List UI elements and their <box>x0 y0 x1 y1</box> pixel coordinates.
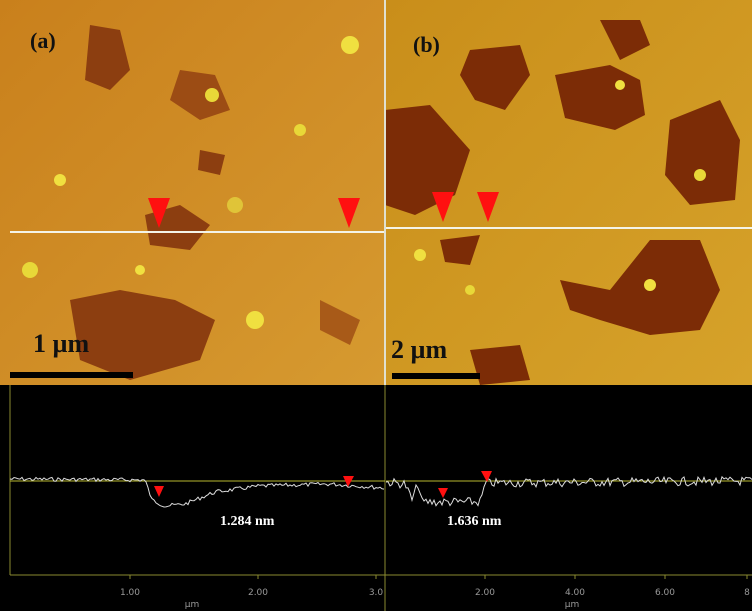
tick-label: 4.00 <box>565 588 585 598</box>
scale-bar <box>392 373 480 379</box>
scale-bar <box>10 372 133 378</box>
tick-label: 2.00 <box>248 588 268 598</box>
scale-label: 2 µm <box>391 335 447 364</box>
axis-unit: µm <box>185 600 200 610</box>
tick-label: 2.00 <box>475 588 495 598</box>
afm-image-a <box>0 0 385 385</box>
panel-label: (b) <box>413 32 440 57</box>
tick-label: 8 <box>744 588 750 598</box>
tick-label: 3.0 <box>369 588 384 598</box>
height-label: 1.636 nm <box>447 514 502 529</box>
figure: (a) (b) 1 µm 2 µm 1.284 nm 1.636 nm 1.00… <box>0 0 752 611</box>
panel-label: (a) <box>30 28 56 53</box>
tick-label: 1.00 <box>120 588 140 598</box>
tick-label: 6.00 <box>655 588 675 598</box>
height-label: 1.284 nm <box>220 514 275 529</box>
axis-unit: µm <box>565 600 580 610</box>
scale-label: 1 µm <box>33 329 89 358</box>
